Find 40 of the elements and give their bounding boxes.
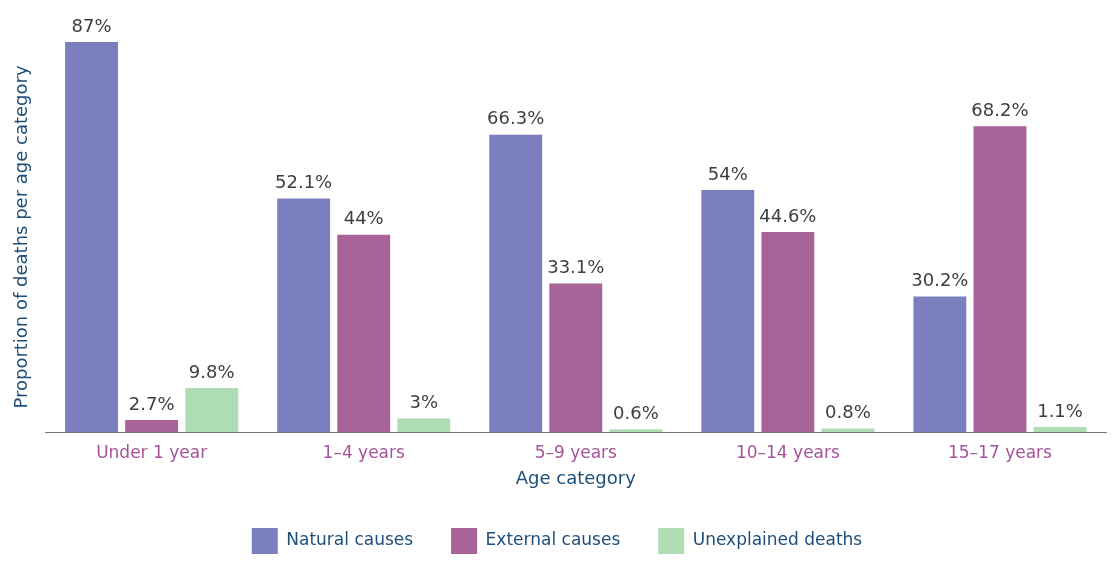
- x-tick-label: Under 1 year: [96, 441, 208, 462]
- bar: [1033, 427, 1087, 432]
- data-label: 33.1%: [547, 256, 605, 278]
- bar: [397, 418, 451, 432]
- bar: [913, 296, 967, 432]
- bar: [549, 283, 603, 432]
- data-label: 68.2%: [971, 98, 1029, 120]
- bar: [821, 428, 875, 432]
- y-axis-title: Proportion of deaths per age category: [10, 65, 32, 409]
- data-label: 44%: [343, 207, 384, 229]
- bar: [337, 234, 391, 432]
- legend-label: Unexplained deaths: [692, 529, 863, 550]
- bar: [185, 388, 239, 432]
- data-label: 52.1%: [275, 171, 333, 193]
- bar: [65, 42, 118, 432]
- x-tick-label: 1–4 years: [322, 441, 406, 462]
- legend-label: Natural causes: [286, 529, 414, 550]
- bar: [125, 419, 179, 432]
- data-label: 30.2%: [911, 269, 969, 291]
- bar: [701, 189, 755, 432]
- data-label: 87%: [71, 14, 112, 36]
- x-tick-label: 15–17 years: [947, 441, 1053, 462]
- data-label: 0.6%: [613, 401, 659, 423]
- data-label: 54%: [707, 162, 748, 184]
- x-tick-label: 5–9 years: [534, 441, 618, 462]
- bar: [761, 232, 815, 432]
- x-axis-title: Age category: [515, 466, 637, 488]
- bar: [609, 429, 663, 432]
- data-label: 3%: [409, 391, 439, 413]
- data-label: 0.8%: [825, 401, 871, 423]
- bar: [973, 126, 1027, 432]
- data-label: 2.7%: [128, 392, 175, 414]
- bar: [277, 198, 331, 432]
- data-label: 1.1%: [1037, 399, 1083, 421]
- x-tick-label: 10–14 years: [735, 441, 840, 462]
- data-label: 44.6%: [759, 204, 817, 226]
- data-label: 66.3%: [487, 107, 545, 129]
- legend-label: External causes: [485, 529, 621, 550]
- data-label: 9.8%: [188, 360, 235, 382]
- bar: [489, 134, 543, 432]
